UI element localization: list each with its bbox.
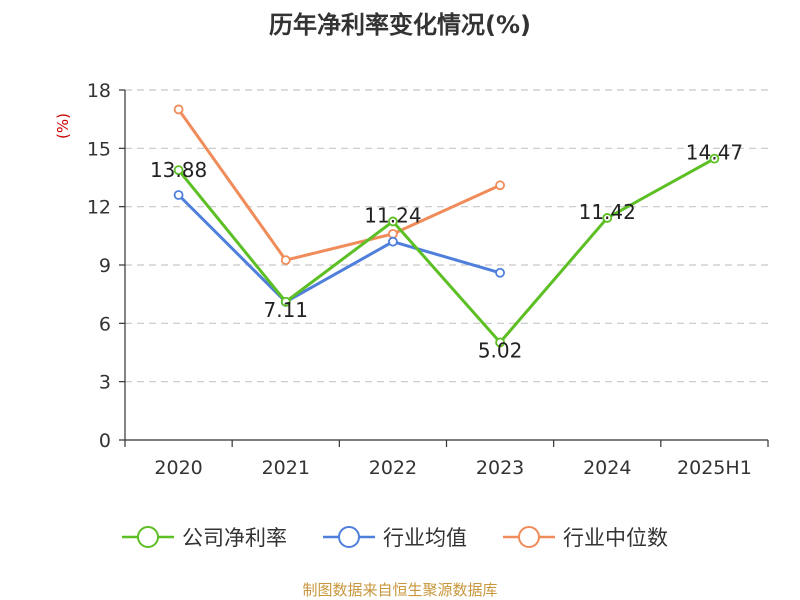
data-label: 5.02 [478, 338, 523, 362]
data-point [173, 165, 184, 176]
y-tick-label: 3 [99, 372, 111, 394]
legend-marker [518, 526, 540, 548]
x-tick-label: 2024 [583, 457, 631, 479]
data-point [602, 213, 613, 223]
y-tick-label: 9 [99, 255, 111, 277]
legend-item-1: 行业均值 [323, 526, 467, 550]
legend-label: 行业均值 [383, 526, 467, 550]
data-label: 11.24 [364, 203, 421, 227]
data-point [495, 180, 505, 191]
series-lines [173, 104, 720, 348]
axes: 0 3 6 9 12 15 18 2020 2021 2022 2023 2024 2025H1 [87, 80, 769, 479]
data-label: 7.11 [263, 298, 308, 322]
data-label: 11.42 [579, 200, 636, 224]
x-tick-label: 2021 [262, 457, 310, 479]
data-point [495, 267, 505, 278]
legend-item-2: 行业中位数 [503, 526, 668, 550]
y-tick-label: 0 [99, 430, 111, 452]
legend-label: 公司净利率 [182, 526, 287, 550]
legend-item-0: 公司净利率 [122, 526, 287, 550]
series-line-2 [177, 108, 501, 262]
data-point [495, 337, 505, 348]
y-axis-label: (%) [54, 113, 72, 139]
legend-marker [137, 526, 159, 548]
data-point [280, 255, 291, 266]
series-line-1 [177, 193, 501, 304]
legend-label: 行业中位数 [563, 526, 668, 550]
data-point [173, 190, 184, 200]
y-tick-label: 6 [99, 313, 111, 335]
legend-marker [338, 526, 360, 548]
y-tick-label: 18 [87, 80, 111, 102]
x-tick-label: 2025H1 [677, 457, 752, 479]
data-point [280, 296, 291, 307]
data-point [709, 153, 720, 164]
series-line-0 [177, 157, 716, 344]
chart-title: 历年净利率变化情况(%) [269, 11, 531, 39]
data-point [388, 236, 398, 247]
y-tick-label: 15 [87, 138, 111, 160]
data-point [388, 228, 398, 239]
data-point [388, 216, 398, 227]
x-tick-label: 2020 [154, 457, 202, 479]
data-label: 13.88 [150, 158, 207, 182]
data-point [173, 104, 184, 115]
source-note: 制图数据来自恒生聚源数据库 [302, 581, 497, 599]
y-tick-label: 12 [87, 197, 111, 219]
legend: 公司净利率 行业均值 行业中位数 [122, 526, 668, 550]
x-tick-label: 2022 [369, 457, 417, 479]
data-labels: 13.88 7.11 11.24 5.02 11.42 14.47 [150, 141, 743, 363]
data-label: 14.47 [686, 141, 743, 165]
x-tick-label: 2023 [476, 457, 524, 479]
